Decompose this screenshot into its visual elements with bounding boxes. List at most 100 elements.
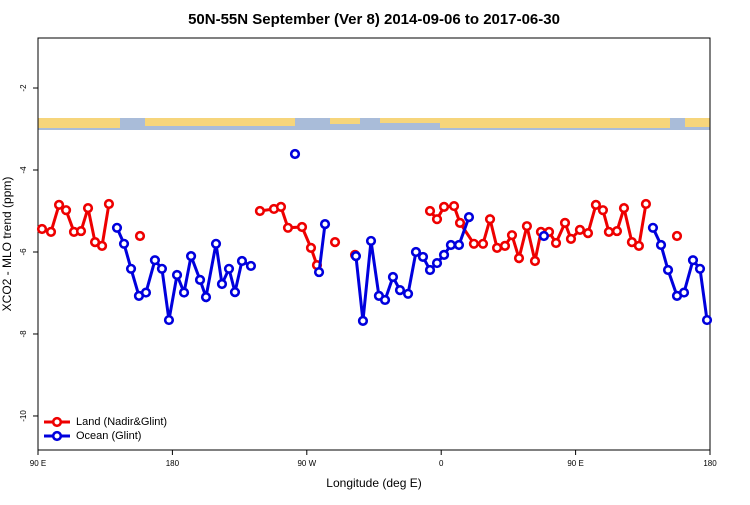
data-point bbox=[506, 230, 518, 241]
data-point bbox=[647, 222, 659, 233]
data-point bbox=[513, 253, 525, 264]
data-point bbox=[550, 237, 562, 249]
data-point bbox=[149, 255, 161, 266]
chart-title: 50N-55N September (Ver 8) 2014-09-06 to … bbox=[188, 11, 560, 28]
data-point bbox=[185, 250, 197, 262]
data-point bbox=[365, 235, 377, 247]
data-point bbox=[53, 199, 65, 210]
data-point bbox=[254, 205, 266, 217]
y-tick-label: -4 bbox=[19, 166, 28, 174]
data-point bbox=[633, 240, 645, 251]
x-axis-label: Longitude (deg E) bbox=[326, 476, 421, 490]
data-point bbox=[701, 314, 713, 326]
data-point bbox=[103, 198, 115, 210]
data-point bbox=[611, 225, 623, 237]
data-point bbox=[410, 246, 422, 258]
data-point bbox=[678, 287, 690, 298]
data-point bbox=[565, 233, 577, 244]
data-point bbox=[445, 239, 457, 251]
data-point bbox=[468, 238, 480, 249]
x-tick-label: 180 bbox=[166, 459, 180, 468]
y-tick-label: -8 bbox=[19, 330, 28, 338]
x-tick-label: 90 E bbox=[30, 459, 46, 468]
data-point bbox=[590, 199, 602, 210]
data-point bbox=[454, 217, 466, 228]
data-point bbox=[282, 222, 294, 233]
data-point bbox=[694, 263, 706, 274]
x-tick-label: 0 bbox=[439, 459, 444, 468]
legend-label: Ocean (Glint) bbox=[76, 430, 141, 442]
data-point bbox=[210, 238, 222, 249]
data-point bbox=[438, 201, 450, 212]
data-point bbox=[424, 264, 436, 276]
data-point bbox=[229, 287, 241, 298]
data-point bbox=[329, 237, 341, 248]
data-point bbox=[402, 288, 414, 299]
data-point bbox=[417, 251, 429, 263]
data-point bbox=[655, 239, 667, 251]
data-point bbox=[82, 203, 94, 214]
data-point bbox=[499, 240, 511, 251]
legend-marker bbox=[51, 416, 63, 428]
data-point bbox=[431, 214, 443, 225]
legend-marker bbox=[51, 430, 63, 442]
data-point bbox=[662, 264, 674, 276]
data-point bbox=[582, 228, 594, 239]
data-point bbox=[491, 242, 503, 253]
data-point bbox=[223, 263, 235, 274]
x-tick-label: 90 E bbox=[567, 459, 583, 468]
data-point bbox=[463, 212, 475, 223]
data-point bbox=[559, 217, 571, 228]
data-point bbox=[275, 201, 287, 212]
data-point bbox=[45, 226, 57, 238]
data-point bbox=[424, 205, 436, 217]
data-point bbox=[296, 221, 308, 233]
y-tick-label: -10 bbox=[19, 410, 28, 422]
data-point bbox=[357, 315, 369, 326]
data-point bbox=[538, 230, 550, 242]
data-point bbox=[200, 291, 212, 303]
data-point bbox=[134, 230, 146, 242]
data-point bbox=[597, 205, 609, 216]
data-point bbox=[118, 238, 130, 249]
data-point bbox=[484, 214, 496, 225]
data-point bbox=[394, 285, 406, 296]
data-point bbox=[125, 263, 137, 274]
y-tick-label: -6 bbox=[19, 248, 28, 256]
data-point bbox=[140, 287, 152, 298]
data-point bbox=[171, 269, 183, 281]
data-point bbox=[313, 266, 325, 278]
data-point bbox=[603, 226, 615, 238]
data-point bbox=[60, 205, 72, 216]
data-point bbox=[194, 274, 206, 285]
data-point bbox=[379, 294, 391, 306]
data-point bbox=[387, 271, 399, 283]
data-point bbox=[96, 240, 108, 251]
data-point bbox=[289, 148, 301, 160]
x-tick-label: 180 bbox=[703, 459, 717, 468]
data-point bbox=[448, 200, 460, 212]
data-point bbox=[305, 242, 317, 253]
data-point bbox=[618, 203, 630, 214]
data-point bbox=[477, 238, 489, 249]
data-point bbox=[521, 221, 533, 232]
data-point bbox=[216, 278, 228, 290]
y-axis-label: XCO2 - MLO trend (ppm) bbox=[0, 177, 14, 312]
data-point bbox=[156, 263, 168, 274]
data-point bbox=[438, 249, 450, 260]
map-strip bbox=[38, 118, 710, 130]
data-point bbox=[163, 314, 175, 326]
data-point bbox=[671, 230, 683, 242]
x-tick-label: 90 W bbox=[297, 459, 316, 468]
data-point bbox=[319, 219, 331, 230]
legend-label: Land (Nadir&Glint) bbox=[76, 416, 167, 428]
data-point bbox=[350, 250, 362, 262]
data-point bbox=[245, 260, 257, 272]
data-point bbox=[453, 239, 465, 251]
data-point bbox=[236, 255, 248, 267]
data-point bbox=[75, 225, 87, 237]
data-point bbox=[574, 224, 586, 235]
data-point bbox=[529, 255, 541, 267]
